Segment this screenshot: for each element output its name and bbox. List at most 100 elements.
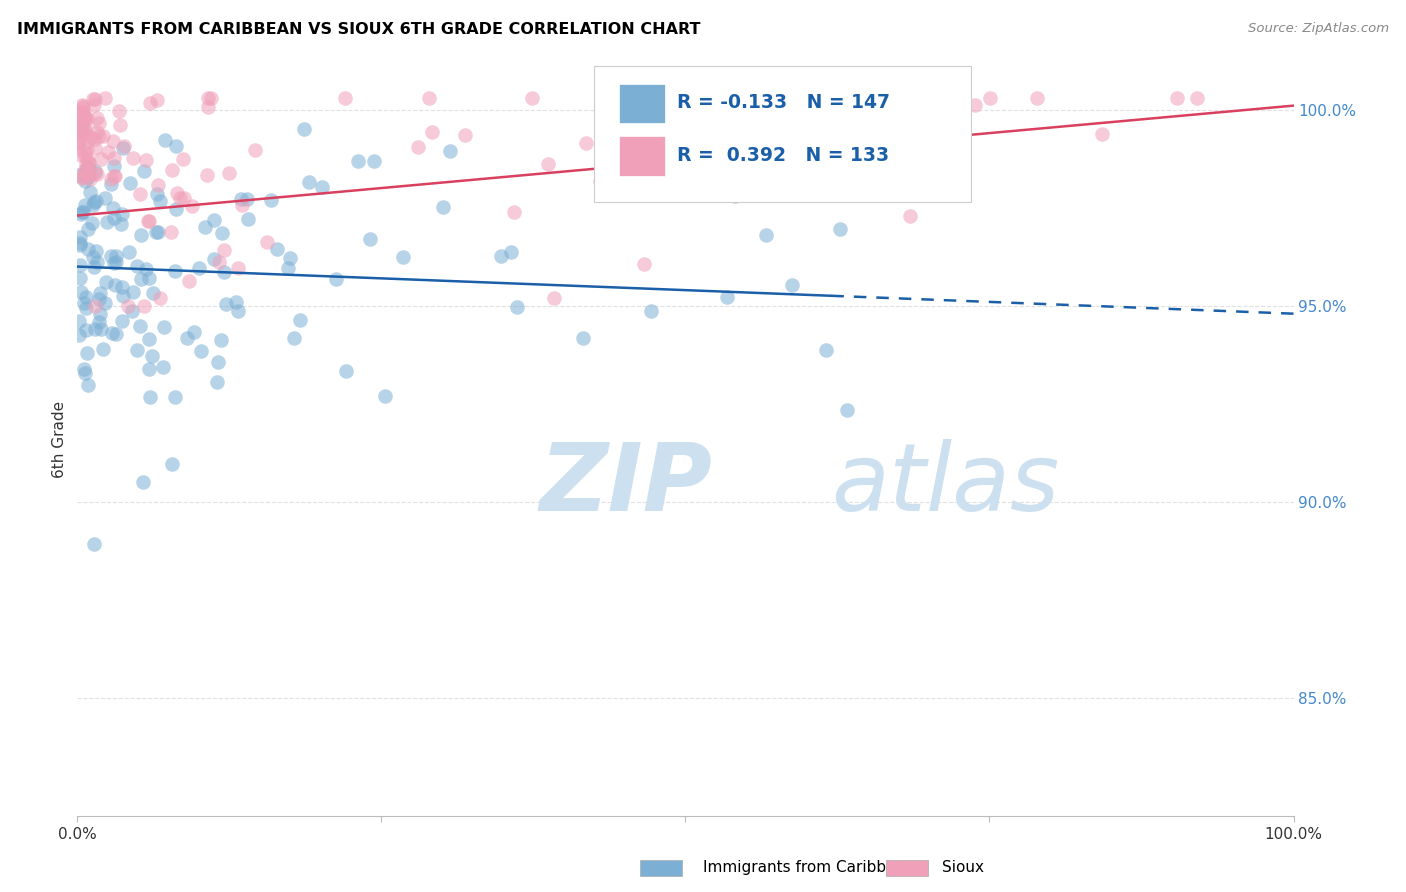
Point	[76, 161, 98, 176]
Point	[131, 228, 153, 243]
Point	[86, 194, 108, 208]
Point	[142, 286, 165, 301]
Point	[979, 91, 1001, 105]
Point	[837, 403, 859, 417]
Point	[160, 226, 183, 240]
Point	[716, 290, 738, 304]
Point	[811, 157, 834, 171]
Point	[76, 136, 98, 150]
Point	[67, 314, 90, 328]
Point	[80, 130, 103, 145]
Point	[128, 319, 150, 334]
Point	[277, 261, 299, 276]
FancyBboxPatch shape	[619, 84, 665, 123]
Point	[633, 256, 655, 270]
Point	[73, 145, 96, 159]
Point	[70, 205, 93, 219]
Point	[67, 109, 90, 123]
Point	[110, 218, 132, 232]
Point	[152, 359, 174, 374]
Point	[73, 113, 96, 128]
Point	[811, 101, 834, 115]
Point	[77, 156, 100, 170]
Point	[112, 138, 135, 153]
Point	[202, 213, 225, 227]
Point	[77, 156, 100, 170]
Point	[231, 192, 253, 206]
Point	[209, 333, 232, 347]
Point	[176, 331, 198, 345]
Point	[101, 201, 124, 215]
Point	[73, 166, 96, 180]
Point	[70, 98, 93, 112]
Point	[69, 229, 91, 244]
Point	[392, 250, 415, 264]
Text: Source: ZipAtlas.com: Source: ZipAtlas.com	[1249, 22, 1389, 36]
Point	[84, 164, 107, 178]
Point	[77, 242, 100, 256]
Point	[202, 252, 225, 267]
Point	[1026, 91, 1049, 105]
Point	[77, 222, 100, 236]
Point	[1185, 91, 1208, 105]
Point	[129, 271, 152, 285]
Text: R =  0.392   N = 133: R = 0.392 N = 133	[676, 145, 889, 165]
Point	[94, 191, 117, 205]
Point	[311, 179, 333, 194]
Point	[87, 293, 110, 307]
Text: IMMIGRANTS FROM CARIBBEAN VS SIOUX 6TH GRADE CORRELATION CHART: IMMIGRANTS FROM CARIBBEAN VS SIOUX 6TH G…	[17, 22, 700, 37]
Point	[723, 122, 745, 136]
Point	[197, 100, 219, 114]
Point	[83, 260, 105, 274]
Point	[70, 125, 93, 139]
Point	[107, 103, 129, 118]
Point	[73, 108, 96, 122]
Point	[197, 91, 219, 105]
Point	[97, 145, 120, 159]
Point	[82, 92, 104, 106]
Point	[617, 121, 640, 136]
Point	[153, 133, 176, 147]
Point	[666, 153, 689, 168]
Point	[73, 148, 96, 162]
Point	[165, 264, 187, 278]
Point	[589, 174, 612, 188]
Point	[67, 327, 90, 342]
Point	[211, 226, 233, 240]
Point	[105, 326, 128, 341]
Point	[138, 361, 160, 376]
Point	[104, 249, 127, 263]
Point	[69, 125, 91, 139]
Point	[135, 153, 157, 168]
Point	[139, 390, 162, 404]
Point	[75, 301, 97, 315]
Point	[87, 315, 110, 329]
Point	[290, 312, 312, 326]
Point	[903, 91, 925, 105]
Point	[266, 242, 288, 256]
Point	[260, 193, 283, 207]
Point	[83, 194, 105, 209]
Point	[75, 168, 97, 182]
Point	[70, 148, 93, 162]
Point	[830, 222, 852, 236]
Point	[205, 375, 228, 389]
Point	[84, 141, 107, 155]
Point	[294, 122, 316, 136]
Point	[69, 285, 91, 299]
Point	[67, 168, 90, 182]
Point	[83, 132, 105, 146]
Point	[94, 295, 117, 310]
Point	[96, 215, 118, 229]
Point	[173, 191, 195, 205]
Point	[73, 162, 96, 177]
Point	[195, 168, 218, 182]
Point	[842, 147, 865, 161]
Point	[103, 151, 125, 165]
Point	[537, 156, 560, 170]
Point	[70, 104, 93, 119]
Point	[69, 104, 91, 119]
Point	[101, 326, 124, 340]
Point	[454, 128, 477, 143]
Point	[256, 235, 278, 250]
